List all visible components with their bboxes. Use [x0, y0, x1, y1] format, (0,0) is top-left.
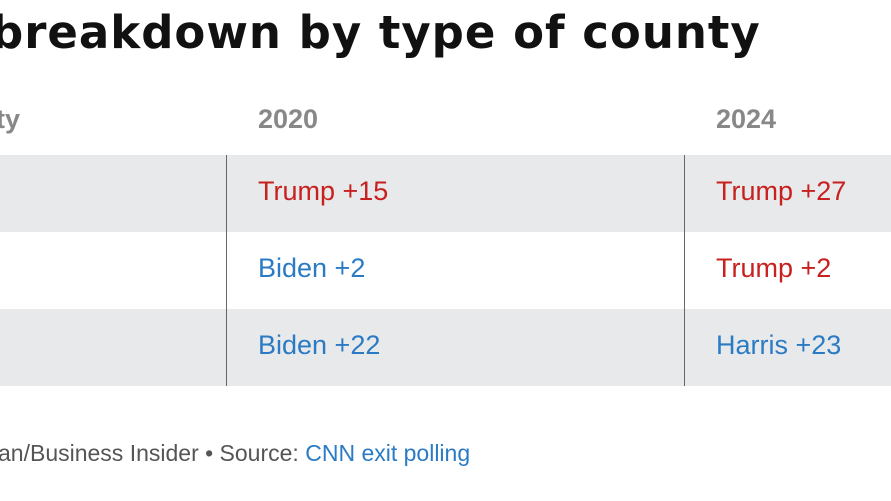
table-row	[0, 155, 891, 232]
footer: an/Business Insider • Source: CNN exit p…	[0, 440, 470, 467]
table-cell: Trump +27	[716, 176, 847, 206]
column-header: ty	[0, 104, 21, 134]
title: breakdown by type of county	[0, 6, 761, 59]
column-header: 2024	[716, 104, 777, 134]
column-header: 2020	[258, 104, 319, 134]
table-cell: Trump +2	[716, 253, 832, 283]
table-cell: Harris +23	[716, 330, 842, 360]
column-divider	[684, 155, 685, 386]
table-cell: Biden +2	[258, 253, 366, 283]
column-divider	[226, 155, 227, 386]
credit: an/Business Insider • Source:	[0, 440, 306, 466]
source-link[interactable]: CNN exit polling	[305, 440, 471, 466]
table-cell: Biden +22	[258, 330, 381, 360]
table-row	[0, 309, 891, 386]
table-cell: Trump +15	[258, 176, 389, 206]
table-row	[0, 232, 891, 309]
